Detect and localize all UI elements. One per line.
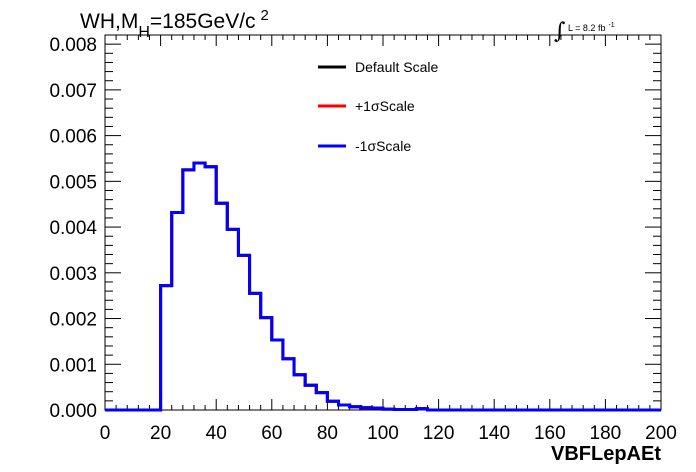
chart-title-main: WH,M [80, 10, 138, 33]
y-tick-label: 0.006 [49, 127, 97, 148]
y-tick-label: 0.002 [49, 310, 97, 331]
chart-title-rest: =185GeV/c [150, 10, 256, 33]
y-tick-label: 0.003 [49, 264, 97, 285]
y-tick-label: 0.005 [49, 172, 97, 193]
y-tick-label: 0.000 [49, 401, 97, 422]
y-tick-label: 0.007 [49, 81, 97, 102]
x-tick-label: 160 [534, 423, 566, 444]
x-tick-label: 0 [100, 423, 111, 444]
x-tick-label: 20 [150, 423, 171, 444]
luminosity-text: L = 8.2 fb [568, 23, 605, 33]
legend-label: -1σScale [355, 138, 411, 154]
legend: Default Scale +1σScale -1σScale [318, 59, 438, 154]
y-tick-label: 0.004 [49, 218, 97, 239]
x-tick-label: 180 [590, 423, 622, 444]
x-tick-label: 120 [423, 423, 455, 444]
x-tick-label: 140 [478, 423, 510, 444]
x-tick-label: 40 [206, 423, 227, 444]
y-tick-label: 0.008 [49, 35, 97, 56]
luminosity-superscript: -1 [608, 22, 614, 29]
chart-title-superscript: 2 [261, 7, 269, 24]
luminosity-label: L = 8.2 fb -1 [568, 22, 615, 33]
luminosity-integral: ∫ [554, 19, 566, 44]
legend-label: +1σScale [355, 98, 415, 114]
chart-title-subscript: H [138, 24, 150, 41]
series-group [105, 161, 661, 412]
x-tick-label: 60 [261, 423, 282, 444]
x-tick-labels: 0 20 40 60 80 100 120 140 160 180 200 [100, 423, 677, 444]
legend-label: Default Scale [355, 59, 438, 75]
chart-title: WH,MH=185GeV/c 2 [80, 7, 269, 41]
x-axis-label: VBFLepAEt [551, 443, 661, 465]
y-tick-labels: 0.000 0.001 0.002 0.003 0.004 0.005 0.006 0.007… [49, 35, 97, 422]
series-line-2 [105, 161, 661, 412]
y-tick-label: 0.001 [49, 355, 97, 376]
x-tick-label: 100 [367, 423, 399, 444]
x-tick-label: 80 [317, 423, 338, 444]
x-tick-label: 200 [645, 423, 677, 444]
